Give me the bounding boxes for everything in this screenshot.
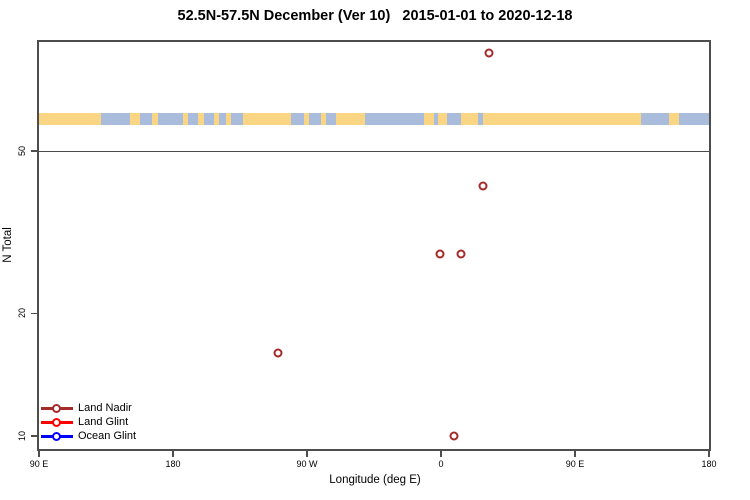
y-tick-label: 50	[17, 146, 27, 157]
x-tick-label: 90 W	[296, 459, 318, 469]
x-tick	[708, 451, 710, 457]
data-point	[484, 48, 494, 58]
legend-line-symbol	[41, 404, 73, 413]
land-segment	[183, 113, 189, 125]
land-segment	[225, 113, 232, 125]
x-tick-label: 0	[438, 459, 444, 469]
land-segment	[424, 113, 434, 125]
land-segment	[668, 113, 679, 125]
x-tick	[38, 451, 40, 457]
legend-circle-icon	[52, 418, 61, 427]
legend-circle-icon	[52, 432, 61, 441]
land-segment	[197, 113, 205, 125]
reference-line	[39, 151, 709, 153]
x-axis-label: Longitude (deg E)	[329, 474, 421, 486]
legend-label: Land Nadir	[78, 402, 132, 414]
x-tick-label: 180	[165, 459, 181, 469]
land-segment	[321, 113, 327, 125]
data-point	[456, 249, 466, 259]
y-tick	[31, 435, 37, 437]
legend-circle-icon	[52, 404, 61, 413]
y-tick	[31, 150, 37, 152]
land-segment	[152, 113, 158, 125]
x-tick	[172, 451, 174, 457]
data-point	[449, 431, 459, 441]
legend-label: Ocean Glint	[78, 430, 137, 442]
data-point	[273, 348, 283, 358]
land-segment	[213, 113, 220, 125]
legend-line-symbol	[41, 418, 73, 427]
chart-title: 52.5N-57.5N December (Ver 10) 2015-01-01…	[177, 8, 573, 24]
x-tick-label: 180	[701, 459, 717, 469]
land-segment	[39, 113, 102, 125]
legend-line-symbol	[41, 432, 73, 441]
land-segment	[243, 113, 292, 125]
x-tick-label: 90 E	[565, 459, 585, 469]
land-segment	[304, 113, 309, 125]
y-tick-label: 20	[17, 308, 27, 319]
legend-row: Land Nadir	[41, 401, 171, 415]
y-tick-label: 10	[17, 431, 27, 442]
map-band	[39, 113, 709, 125]
legend-label: Land Glint	[78, 416, 129, 428]
land-segment	[335, 113, 365, 125]
land-segment	[438, 113, 447, 125]
y-axis-label: N Total	[2, 227, 14, 263]
land-segment	[129, 113, 141, 125]
land-segment	[483, 113, 641, 125]
x-tick	[574, 451, 576, 457]
legend-row: Ocean Glint	[41, 429, 171, 443]
x-tick	[306, 451, 308, 457]
x-tick-label: 90 E	[29, 459, 49, 469]
plot-area	[37, 40, 711, 451]
legend-row: Land Glint	[41, 415, 171, 429]
data-point	[435, 249, 445, 259]
land-segment	[461, 113, 478, 125]
y-tick	[31, 312, 37, 315]
data-point	[478, 181, 488, 191]
legend: Land Nadir Land Glint Ocean Glint	[41, 401, 171, 443]
x-tick	[440, 451, 442, 457]
